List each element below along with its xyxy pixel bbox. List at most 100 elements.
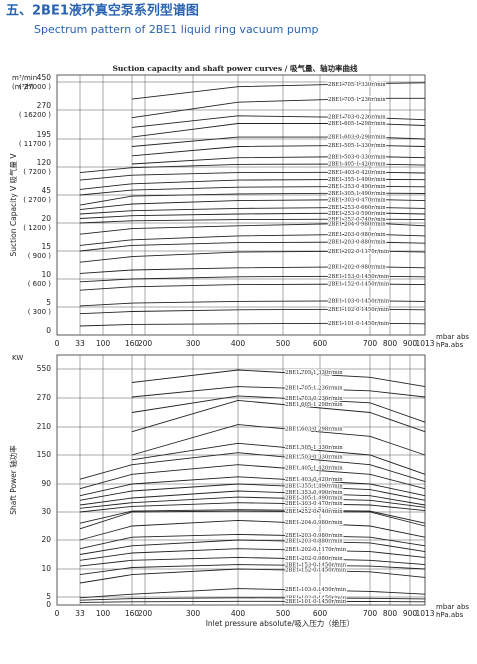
y-tick-label: 450	[37, 73, 52, 82]
curve-label: 2BE1 152-0 1450r/min	[285, 567, 347, 573]
curve-label: 2BE1 303-0 470r/min	[285, 501, 343, 507]
curve-label: 2BE1 705-1 236r/min	[328, 97, 386, 103]
curve-label: 2BE1 403-0 420r/min	[285, 477, 343, 483]
curve	[79, 496, 426, 509]
y-tick-label: 210	[37, 422, 52, 431]
curve	[79, 483, 426, 501]
curve	[79, 464, 426, 490]
y2-tick-label: ( 1200 )	[23, 224, 51, 232]
y-tick-label: 5	[46, 592, 51, 601]
x-tick-label: 700	[363, 339, 378, 348]
curve	[131, 136, 426, 147]
curve-label: 2BE1 253-0 660r/min	[328, 205, 386, 211]
curve	[131, 115, 426, 128]
curve	[79, 476, 426, 497]
y2-tick-label: ( 16200 )	[19, 111, 51, 119]
x-unit: mbar abs	[436, 333, 469, 341]
curve-label: 2BE1 102-0 1450r/min	[285, 595, 347, 601]
x-tick-label: 33	[75, 609, 85, 618]
curve	[131, 144, 426, 157]
x-tick-label: 900	[403, 339, 418, 348]
curve	[79, 192, 426, 206]
curve-label: 2BE1 102-0 1450r/min	[328, 307, 390, 313]
x-tick-label: 100	[96, 609, 111, 618]
curve-label: 2BE1 353-0 490r/min	[285, 490, 343, 496]
x-unit: mbar abs	[436, 603, 469, 611]
curve	[131, 82, 426, 100]
curve	[79, 199, 426, 211]
x-unit: hPa.abs	[436, 341, 464, 349]
curve-label: 2BE1 703-0 236r/min	[328, 115, 386, 121]
curve-label: 2BE1 503-0 330r/min	[328, 154, 386, 160]
curve	[79, 250, 426, 263]
curve	[79, 533, 426, 550]
curve-label: 2BE1 203-0 880r/min	[328, 240, 386, 246]
curve	[79, 548, 426, 561]
curve	[79, 588, 426, 599]
curve-label: 2BE1 505-1 330r/min	[285, 445, 343, 451]
x-tick-label: 500	[276, 609, 291, 618]
x-tick-label: 33	[75, 339, 85, 348]
curve	[79, 185, 426, 196]
curve	[79, 452, 426, 483]
x-tick-label: 200	[138, 339, 153, 348]
x-tick-label: 200	[138, 609, 153, 618]
y-axis-label: Shaft Power 轴功率	[8, 445, 18, 515]
curve	[79, 233, 426, 246]
x-unit: hPa.abs	[436, 611, 464, 619]
y-tick-label: 15	[41, 242, 51, 251]
x-tick-label: 700	[363, 609, 378, 618]
curve	[131, 123, 426, 138]
x-tick-label: 600	[313, 609, 328, 618]
curve-label: 2BE1 305-1 490r/min	[285, 496, 343, 502]
curve	[79, 502, 426, 513]
curve	[79, 178, 426, 190]
y-tick-label: 195	[37, 130, 52, 139]
y-tick-label: 5	[46, 298, 51, 307]
curve-label: 2BE1 605-1 298r/min	[285, 402, 343, 408]
x-tick-label: 1013	[415, 339, 434, 348]
x-tick-label: 400	[231, 609, 246, 618]
curve-label: 2BE1 355-1 490r/min	[285, 483, 343, 489]
curve	[131, 424, 426, 456]
curve	[79, 509, 426, 524]
x-tick-label: 800	[383, 609, 398, 618]
curve-label: 2BE1 203-0 980r/min	[328, 232, 386, 238]
y2-tick-label: ( 2700 )	[23, 196, 51, 204]
curve	[79, 556, 426, 567]
curve-label: 2BE1 202-0 1170r/min	[285, 547, 347, 553]
y-tick-label: 90	[41, 479, 51, 488]
curve-label: 2BE1 303-0 470r/min	[328, 197, 386, 203]
curve-label: 2BE1 101-0 1450r/min	[285, 599, 347, 605]
curve	[79, 266, 426, 274]
curve	[79, 275, 426, 283]
curve-label: 2BE1 252-0 740r/min	[328, 217, 386, 223]
curve	[79, 600, 426, 603]
curve-label: 2BE1 202-0 980r/min	[285, 556, 343, 562]
x-tick-label: 0	[55, 609, 60, 618]
y-tick-label: 120	[37, 158, 52, 167]
curve-label: 2BE1 703-0 236r/min	[285, 396, 343, 402]
page-subtitle: Spectrum pattern of 2BE1 liquid ring vac…	[34, 23, 319, 36]
y-tick-label: 30	[41, 507, 51, 516]
y-tick-label: 270	[37, 101, 52, 110]
x-tick-label: 300	[186, 609, 201, 618]
page-title: 五、2BE1液环真空泵系列型谱图	[6, 3, 199, 19]
x-axis-label: Inlet pressure absolute/吸入压力（绝压）	[206, 618, 355, 628]
x-tick-label: 0	[55, 339, 60, 348]
curve	[79, 222, 426, 235]
y-tick-label: 10	[41, 270, 51, 279]
y-tick-label: 20	[41, 214, 51, 223]
curve-label: 2BE1 353-0 490r/min	[328, 184, 386, 190]
curve-label: 2BE1 103-0 1450r/min	[285, 587, 347, 593]
y2-tick-label: ( 300 )	[28, 308, 52, 316]
y-tick-label: 20	[41, 535, 51, 544]
x-tick-label: 600	[313, 339, 328, 348]
curve	[79, 212, 426, 219]
x-tick-label: 400	[231, 339, 246, 348]
curve-label: 2BE1 204-0 980r/min	[328, 221, 386, 227]
curve-label: 2BE1 252-0 740r/min	[285, 509, 343, 515]
x-tick-label: 900	[403, 609, 418, 618]
curve	[79, 218, 426, 224]
curve	[79, 539, 426, 555]
